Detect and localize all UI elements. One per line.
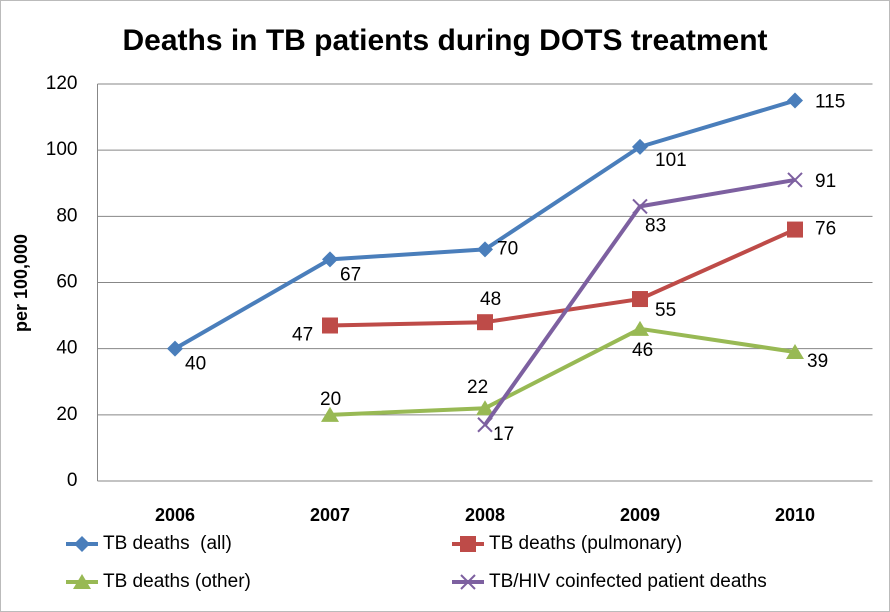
x-tick-label: 2010 (775, 505, 815, 525)
data-label: 70 (497, 238, 518, 259)
y-tick-label: 100 (46, 139, 78, 160)
marker (632, 291, 648, 308)
marker (73, 574, 91, 589)
marker (460, 536, 476, 552)
data-label: 39 (807, 351, 828, 372)
series-line (329, 227, 796, 328)
marker (477, 314, 493, 331)
data-label: 101 (655, 150, 687, 171)
marker (167, 340, 183, 357)
marker (476, 400, 494, 416)
legend-label: TB/HIV coinfected patient deaths (489, 571, 767, 592)
y-tick-label: 40 (56, 338, 77, 359)
data-label: 67 (340, 264, 361, 285)
marker (787, 92, 803, 109)
marker (477, 241, 493, 258)
marker (477, 417, 493, 433)
marker (460, 574, 476, 590)
marker (786, 343, 804, 359)
marker (787, 172, 803, 188)
marker (787, 221, 803, 238)
marker (632, 198, 648, 215)
data-label: 115 (815, 92, 845, 113)
marker (631, 320, 649, 336)
marker (322, 251, 338, 268)
marker (632, 138, 648, 155)
y-axis-label: per 100,000 (11, 234, 31, 332)
y-tick-label: 60 (56, 272, 77, 293)
data-label: 46 (632, 340, 653, 361)
legend-label: TB deaths (all) (103, 533, 232, 554)
data-label: 40 (185, 354, 206, 375)
data-label: 47 (292, 325, 313, 346)
y-tick-label: 80 (56, 205, 77, 226)
marker (74, 536, 90, 552)
y-tick-label: 20 (56, 404, 77, 425)
data-label: 91 (815, 171, 836, 192)
x-tick-label: 2007 (310, 505, 350, 525)
data-label: 55 (655, 300, 676, 321)
data-label: 48 (480, 289, 501, 310)
y-tick-label: 120 (46, 73, 78, 94)
series-line (329, 326, 796, 417)
marker (322, 317, 338, 334)
data-label: 76 (815, 219, 836, 240)
data-label: 22 (467, 377, 488, 398)
y-tick-label: 0 (67, 470, 78, 491)
data-label: 17 (493, 424, 514, 445)
x-tick-label: 2008 (465, 505, 505, 525)
legend-label: TB deaths (other) (103, 571, 251, 592)
chart-title: Deaths in TB patients during DOTS treatm… (122, 24, 767, 57)
data-label: 20 (320, 389, 341, 410)
x-tick-label: 2009 (620, 505, 660, 525)
marker (321, 406, 339, 422)
data-label: 83 (645, 215, 666, 236)
x-tick-label: 2006 (155, 505, 195, 525)
legend-label: TB deaths (pulmonary) (489, 533, 682, 554)
